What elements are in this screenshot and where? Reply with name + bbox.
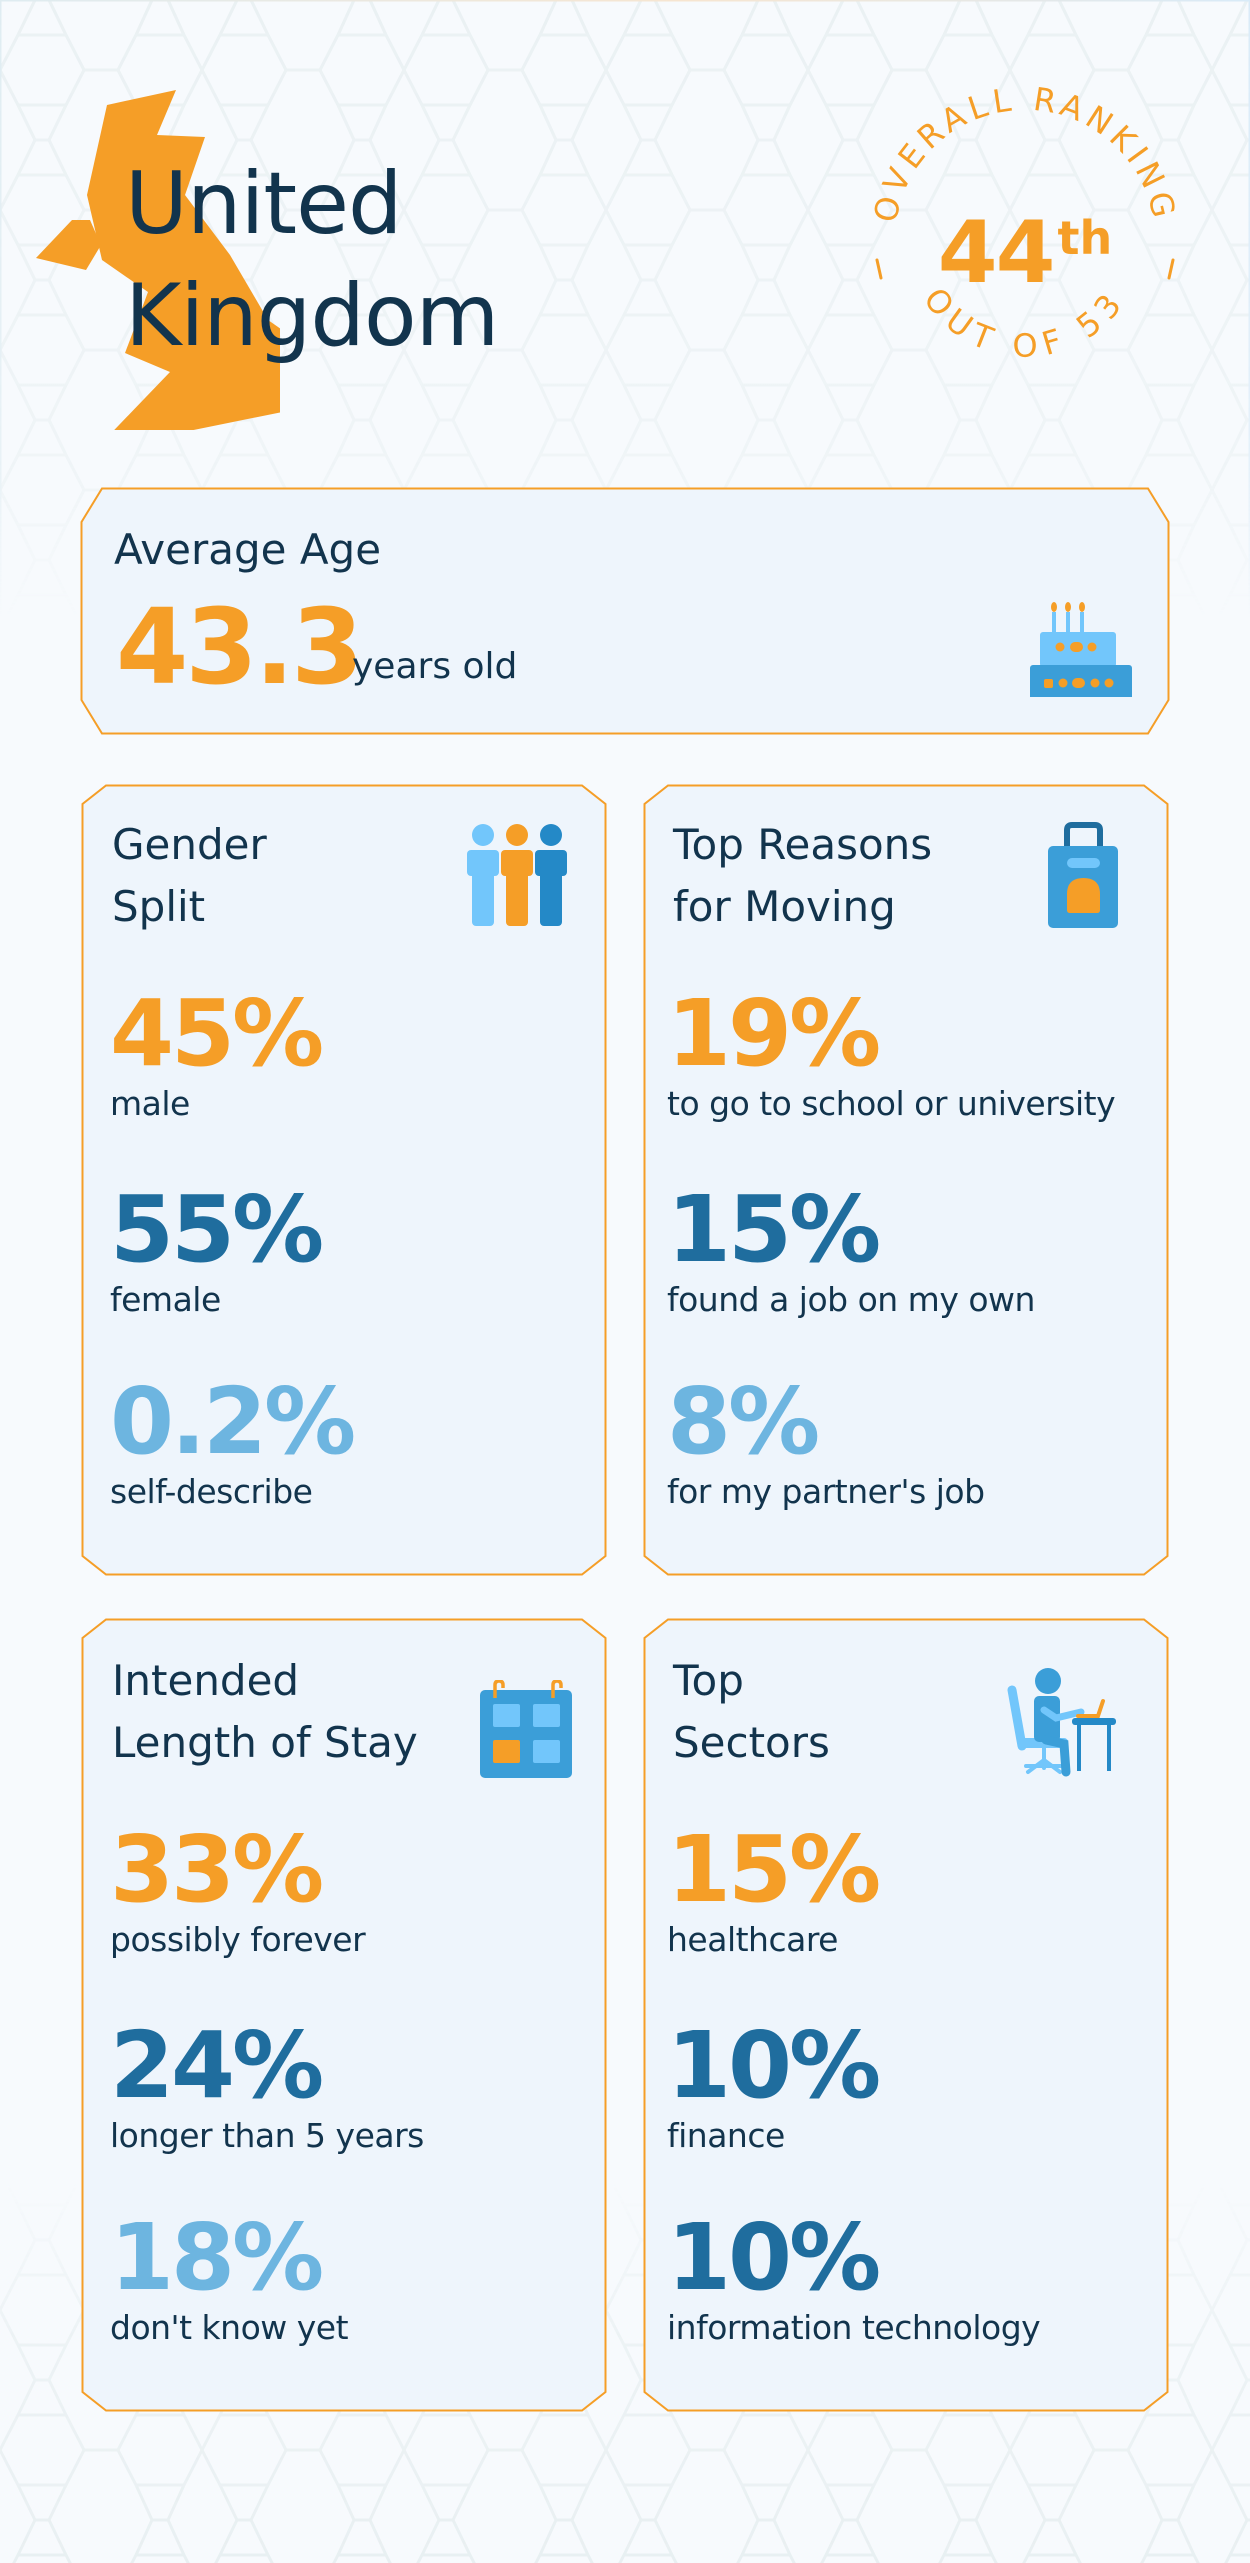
stat-value: 10% — [667, 2204, 881, 2311]
length-of-stay-title: Intended Length of Stay — [112, 1650, 418, 1774]
suitcase-icon — [1048, 822, 1118, 928]
stat-value: 15% — [667, 1816, 881, 1923]
gender-split-title-line2: Split — [112, 882, 206, 931]
stat-label: healthcare — [667, 1920, 838, 1959]
stay-stat-unknown: 18% don't know yet — [110, 2204, 349, 2348]
stat-label: found a job on my own — [667, 1280, 1035, 1319]
stat-value: 33% — [110, 1816, 324, 1923]
stat-label: finance — [667, 2116, 785, 2155]
average-age-value: 43.3 — [116, 586, 364, 708]
gender-split-title-line1: Gender — [112, 820, 267, 869]
stat-label: to go to school or university — [667, 1084, 1116, 1123]
stat-value: 8% — [667, 1368, 820, 1475]
gender-stat-self-describe: 0.2% self-describe — [110, 1368, 356, 1512]
people-group-icon — [467, 824, 567, 926]
stat-label: self-describe — [110, 1472, 313, 1511]
sector-stat-finance: 10% finance — [667, 2012, 881, 2156]
reason-stat-school: 19% to go to school or university — [667, 980, 1116, 1124]
reasons-title-line2: for Moving — [673, 882, 896, 931]
sectors-title-line1: Top — [673, 1656, 744, 1705]
country-title: United Kingdom — [125, 148, 499, 372]
stat-label: longer than 5 years — [110, 2116, 424, 2155]
uk-map-silhouette-icon — [36, 90, 280, 430]
stat-label: male — [110, 1084, 190, 1123]
ranking-value: 44th — [915, 188, 1135, 303]
average-age-title: Average Age — [114, 525, 382, 574]
stat-label: information technology — [667, 2308, 1041, 2347]
stat-label: possibly forever — [110, 1920, 366, 1959]
stat-value: 55% — [110, 1176, 324, 1283]
average-age-unit: years old — [352, 646, 518, 687]
reasons-for-moving-title: Top Reasons for Moving — [673, 814, 932, 938]
gender-stat-male: 45% male — [110, 980, 324, 1124]
stay-title-line2: Length of Stay — [112, 1718, 418, 1767]
rank-number: 44 — [937, 203, 1056, 303]
overall-ranking-badge: OVERALL RANKING OUT OF 53 44th — [855, 70, 1195, 410]
reasons-for-moving-card: Top Reasons for Moving 19% to go to scho… — [643, 784, 1169, 1576]
birthday-cake-icon — [1030, 602, 1132, 697]
gender-split-card: Gender Split 45% male 55% female 0.2% se… — [81, 784, 607, 1576]
stat-label: for my partner's job — [667, 1472, 985, 1511]
stay-stat-5-years: 24% longer than 5 years — [110, 2016, 424, 2156]
stay-stat-forever: 33% possibly forever — [110, 1816, 366, 1960]
stay-title-line1: Intended — [112, 1656, 300, 1705]
country-title-line1: United — [125, 154, 403, 254]
stat-label: don't know yet — [110, 2308, 349, 2347]
stat-value: 18% — [110, 2204, 324, 2311]
stat-label: female — [110, 1280, 221, 1319]
length-of-stay-card: Intended Length of Stay 33% possibly for… — [81, 1618, 607, 2412]
top-sectors-card: Top Sectors 15% healthcare 10% finance 1… — [643, 1618, 1169, 2412]
rank-suffix: th — [1057, 211, 1113, 265]
stat-value: 45% — [110, 980, 324, 1087]
reasons-title-line1: Top Reasons — [673, 820, 933, 869]
average-age-card: Average Age 43.3 years old — [80, 487, 1170, 735]
country-title-line2: Kingdom — [125, 266, 499, 366]
stat-value: 10% — [667, 2012, 881, 2119]
sectors-title-line2: Sectors — [673, 1718, 830, 1767]
gender-split-title: Gender Split — [112, 814, 267, 938]
ranking-circular-text: OVERALL RANKING OUT OF 53 — [866, 80, 1179, 365]
stat-value: 15% — [667, 1176, 881, 1283]
sector-stat-healthcare: 15% healthcare — [667, 1816, 881, 1960]
stat-value: 19% — [667, 980, 881, 1087]
stat-value: 24% — [110, 2012, 324, 2119]
reason-stat-job: 15% found a job on my own — [667, 1180, 1035, 1320]
gender-stat-female: 55% female — [110, 1176, 324, 1320]
person-at-desk-icon — [1007, 1668, 1116, 1777]
reason-stat-partner: 8% for my partner's job — [667, 1372, 985, 1512]
sector-stat-it: 10% information technology — [667, 2204, 1041, 2348]
top-sectors-title: Top Sectors — [673, 1650, 830, 1774]
calendar-icon — [480, 1680, 572, 1778]
stat-value: 0.2% — [110, 1368, 356, 1475]
